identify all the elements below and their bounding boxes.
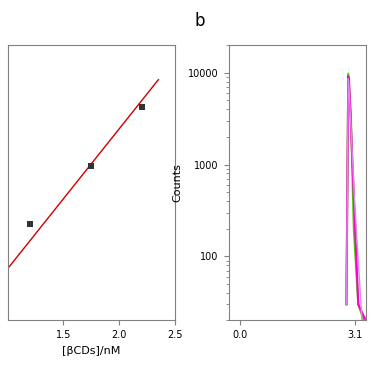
Y-axis label: Counts: Counts — [173, 163, 182, 202]
X-axis label: [βCDs]/nM: [βCDs]/nM — [62, 346, 121, 356]
Point — [88, 162, 94, 169]
Point — [27, 221, 33, 227]
Text: b: b — [194, 12, 205, 30]
Point — [139, 104, 145, 110]
